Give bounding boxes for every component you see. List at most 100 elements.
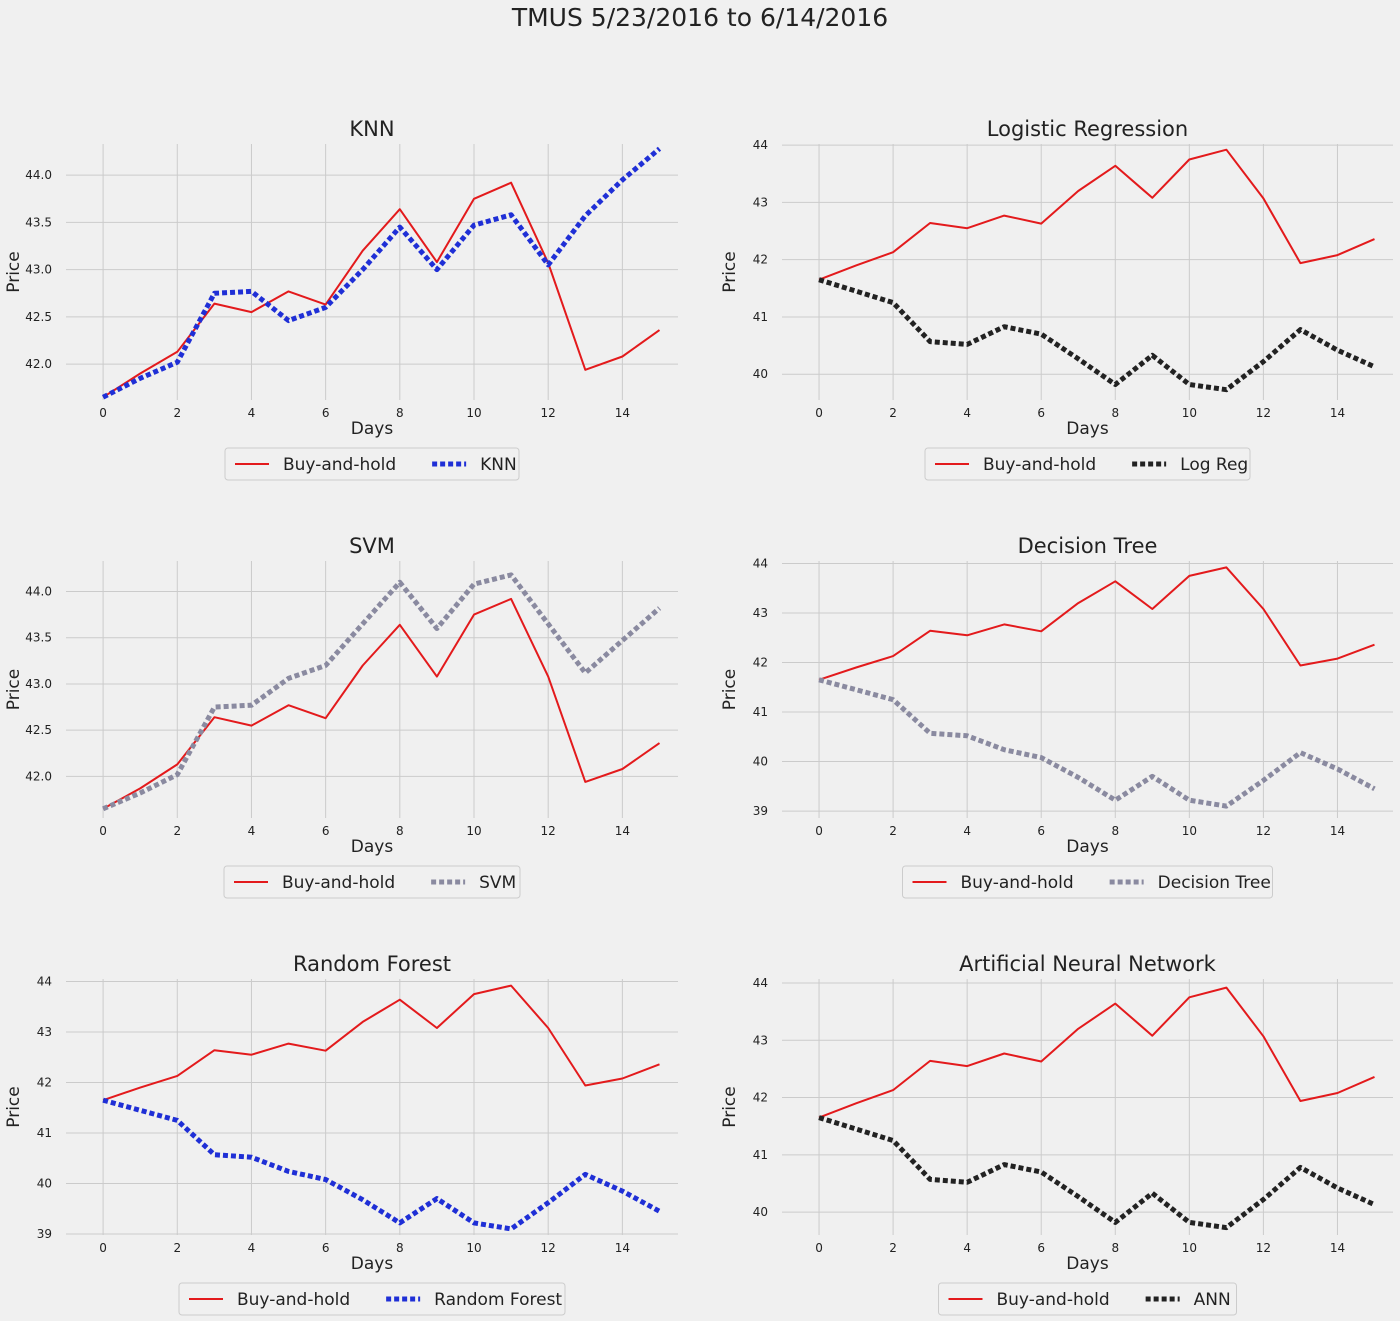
y-tick-label: 43 [753,606,768,620]
x-tick-label: 4 [248,406,256,420]
y-tick-label: 44 [753,556,768,570]
legend: Buy-and-hold Random Forest [178,1282,566,1316]
legend-label: Log Reg [1180,455,1248,475]
legend-box [224,447,520,481]
y-tick-label: 43.0 [25,263,52,277]
x-tick-label: 6 [322,406,330,420]
x-tick-label: 0 [815,406,823,420]
chart-panel-4: 0 2 4 6 8 10 12 14 39 40 41 42 43 44 Random Forest Days… [4,952,678,1316]
x-tick-label: 2 [889,406,897,420]
x-tick-label: 2 [173,1241,181,1255]
x-tick-label: 8 [1111,406,1119,420]
legend-label: Buy-and-hold [983,455,1096,475]
series-line-buy-and-hold [818,986,1375,1119]
y-tick-label: 40 [753,1205,768,1219]
x-tick-label: 8 [1111,1241,1119,1255]
y-tick-label: 42 [753,656,768,670]
y-tick-label: 42 [753,1091,768,1105]
x-axis-label: Days [1066,1254,1109,1274]
chart-panel-0: 0 2 4 6 8 10 12 14 42.0 42.5 43.0 43.5 44.0 KNN Days Pr… [4,117,678,481]
y-tick-label: 44 [753,976,768,990]
legend-label: Random Forest [434,1290,562,1310]
chart-title: Random Forest [293,952,451,976]
legend-label: Buy-and-hold [237,1290,350,1310]
y-tick-label: 42 [37,1076,52,1090]
legend-box [223,865,521,899]
y-axis-label: Price [4,1086,24,1127]
y-axis-label: Price [720,669,740,710]
legend-box [178,1282,566,1316]
x-tick-label: 14 [615,406,630,420]
x-tick-label: 8 [396,406,404,420]
x-tick-label: 8 [1111,824,1119,838]
legend-label: Decision Tree [1158,873,1271,893]
legend-box [902,865,1273,899]
y-tick-label: 43 [753,1033,768,1047]
x-tick-label: 0 [815,1241,823,1255]
series-line-buy-and-hold [818,566,1375,681]
x-tick-label: 6 [1037,824,1045,838]
x-tick-label: 4 [963,406,971,420]
legend-label: Buy-and-hold [961,873,1074,893]
x-axis-label: Days [1066,419,1109,439]
legend-label: ANN [1194,1290,1231,1310]
chart-panel-5: 0 2 4 6 8 10 12 14 40 41 42 43 44 Artificial Neural N… [720,952,1393,1316]
series-line-svm [102,572,662,812]
legend-box [924,447,1251,481]
x-tick-label: 14 [1330,824,1345,838]
x-tick-label: 0 [99,1241,107,1255]
x-tick-label: 12 [1256,406,1271,420]
legend: Buy-and-hold KNN [224,447,520,481]
x-tick-label: 10 [466,1241,481,1255]
figure-title: TMUS 5/23/2016 to 6/14/2016 [511,3,888,32]
y-tick-label: 42 [753,253,768,267]
chart-panel-3: 0 2 4 6 8 10 12 14 39 40 41 42 43 44 Decision Tree Days… [720,534,1393,899]
y-tick-label: 44 [37,975,52,989]
x-axis-label: Days [351,837,394,857]
x-tick-label: 12 [541,1241,556,1255]
x-tick-label: 6 [322,1241,330,1255]
y-tick-label: 41 [753,1148,768,1162]
x-tick-label: 4 [248,824,256,838]
x-tick-label: 0 [99,406,107,420]
series-line-buy-and-hold [818,148,1375,281]
series-line-random-forest [102,1097,661,1232]
x-tick-label: 10 [1182,824,1197,838]
y-tick-label: 41 [753,310,768,324]
y-tick-label: 42.0 [25,769,52,783]
series-line-knn [101,146,662,400]
y-tick-label: 43 [753,195,768,209]
x-tick-label: 10 [1182,406,1197,420]
chart-title: Decision Tree [1018,534,1158,558]
chart-panel-1: 0 2 4 6 8 10 12 14 40 41 42 43 44 Logistic Regression… [720,117,1393,481]
x-tick-label: 10 [1182,1241,1197,1255]
x-tick-label: 12 [541,406,556,420]
y-tick-label: 41 [753,705,768,719]
y-axis-label: Price [4,251,24,292]
x-tick-label: 14 [1330,1241,1345,1255]
chart-title: SVM [349,534,395,558]
x-axis-label: Days [351,1254,394,1274]
chart-panel-2: 0 2 4 6 8 10 12 14 42.0 42.5 43.0 43.5 44.0 SVM Days Pr… [4,534,678,899]
x-axis-label: Days [351,419,394,439]
y-tick-label: 43.5 [25,631,52,645]
chart-title: Logistic Regression [987,117,1188,141]
legend-label: SVM [479,873,516,893]
y-tick-label: 39 [753,804,768,818]
series-line-log-reg [818,277,1376,393]
x-tick-label: 2 [889,1241,897,1255]
x-tick-label: 6 [1037,1241,1045,1255]
x-tick-label: 4 [963,824,971,838]
x-tick-label: 0 [815,824,823,838]
x-tick-label: 12 [1256,824,1271,838]
x-tick-label: 6 [322,824,330,838]
x-tick-label: 4 [248,1241,256,1255]
x-tick-label: 8 [396,824,404,838]
legend-label: Buy-and-hold [283,455,396,475]
chart-title: KNN [349,117,394,141]
x-tick-label: 2 [889,824,897,838]
y-tick-label: 40 [753,367,768,381]
x-tick-label: 0 [99,824,107,838]
